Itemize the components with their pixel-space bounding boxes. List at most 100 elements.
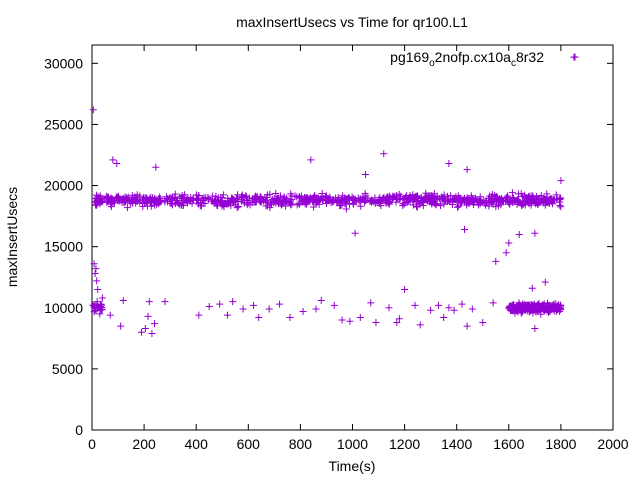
data-point: [400, 200, 408, 208]
data-point: [455, 202, 463, 210]
data-point: [505, 239, 513, 247]
data-point: [534, 304, 542, 312]
data-point: [452, 193, 460, 201]
data-point: [164, 195, 172, 203]
data-point: [411, 301, 419, 309]
data-point: [273, 195, 281, 203]
data-point: [266, 204, 274, 212]
data-point: [492, 257, 500, 265]
data-point: [463, 201, 471, 209]
y-tick-label: 0: [75, 422, 83, 438]
data-point: [482, 198, 490, 206]
data-point: [489, 299, 497, 307]
data-point: [406, 198, 414, 206]
data-point: [199, 196, 207, 204]
data-point: [107, 200, 115, 208]
data-point: [522, 305, 530, 313]
data-point: [305, 195, 313, 203]
data-point: [468, 305, 476, 313]
data-point: [89, 106, 97, 114]
data-point: [525, 192, 533, 200]
data-point: [233, 204, 241, 212]
data-point: [223, 200, 231, 208]
data-point: [168, 201, 176, 209]
legend-text-part: pg169: [390, 49, 429, 65]
data-point: [463, 166, 471, 174]
data-point: [253, 193, 261, 201]
data-point: [255, 314, 263, 322]
data-point: [238, 194, 246, 202]
x-tick-label: 1800: [545, 436, 576, 452]
data-point: [510, 306, 518, 314]
data-point: [511, 309, 519, 317]
data-point: [401, 285, 409, 293]
data-point: [556, 308, 564, 316]
data-point: [462, 196, 470, 204]
data-point: [508, 189, 516, 197]
data-point: [185, 197, 193, 205]
data-point: [357, 195, 365, 203]
data-point: [419, 198, 427, 206]
data-point: [557, 203, 565, 211]
data-point: [132, 193, 140, 201]
data-point: [543, 307, 551, 315]
data-point: [121, 194, 129, 202]
legend-subscript: c: [511, 58, 516, 69]
data-point: [263, 191, 271, 199]
data-point: [504, 193, 512, 201]
data-point: [89, 301, 97, 309]
data-point: [499, 197, 507, 205]
data-point: [379, 194, 387, 202]
data-point: [489, 197, 497, 205]
data-point: [148, 329, 156, 337]
data-point: [553, 302, 561, 310]
data-point: [525, 193, 533, 201]
data-point: [556, 195, 564, 203]
data-point: [440, 191, 448, 199]
data-point: [397, 192, 405, 200]
data-point: [97, 306, 105, 314]
data-point: [497, 201, 505, 209]
data-point: [532, 303, 540, 311]
data-point: [367, 196, 375, 204]
data-point: [103, 193, 111, 201]
data-point: [91, 306, 99, 314]
data-point: [117, 322, 125, 330]
data-point: [176, 201, 184, 209]
data-point: [330, 197, 338, 205]
y-tick-label: 10000: [44, 300, 83, 316]
x-tick-label: 800: [289, 436, 313, 452]
data-point: [431, 200, 439, 208]
data-point: [467, 192, 475, 200]
data-point: [540, 199, 548, 207]
data-point: [413, 203, 421, 211]
data-point: [272, 189, 280, 197]
data-point: [223, 311, 231, 319]
data-point: [307, 156, 315, 164]
data-point: [299, 196, 307, 204]
data-point: [423, 192, 431, 200]
data-point: [506, 200, 514, 208]
data-point: [521, 191, 529, 199]
data-point: [286, 314, 294, 322]
data-point: [457, 198, 465, 206]
data-point: [388, 195, 396, 203]
data-point: [337, 197, 345, 205]
data-point: [92, 265, 100, 273]
y-tick-label: 15000: [44, 239, 83, 255]
legend-subscript: o: [429, 58, 435, 69]
data-point: [282, 194, 290, 202]
data-point: [288, 196, 296, 204]
data-point: [276, 300, 284, 308]
data-point: [434, 301, 442, 309]
data-point: [257, 198, 265, 206]
x-tick-label: 1000: [337, 436, 368, 452]
data-point: [356, 314, 364, 322]
data-point: [194, 200, 202, 208]
x-tick-label: 200: [132, 436, 156, 452]
data-point: [152, 163, 160, 171]
x-tick-label: 0: [88, 436, 96, 452]
data-point: [471, 194, 479, 202]
data-point: [463, 322, 471, 330]
data-point: [330, 301, 338, 309]
